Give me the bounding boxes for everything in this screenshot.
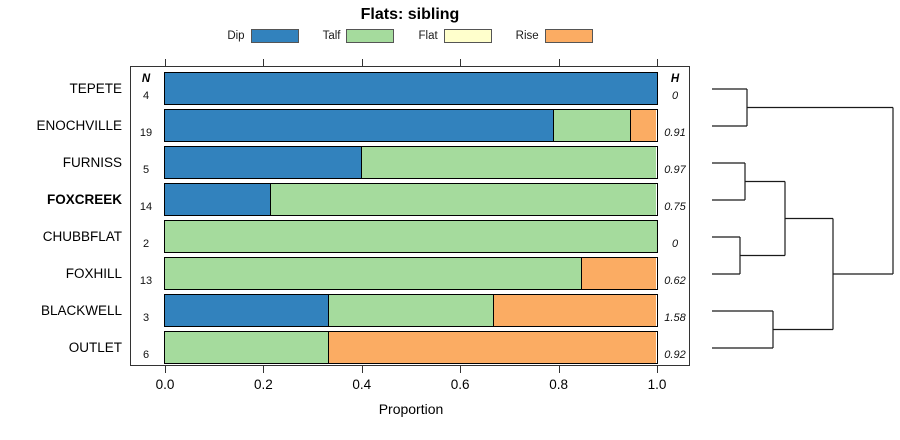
- h-value: 0: [671, 238, 679, 250]
- n-value: 2: [142, 238, 150, 250]
- bar-segment-talf: [269, 184, 657, 215]
- legend-swatch-dip: [250, 29, 299, 43]
- h-column-header: H: [670, 73, 680, 85]
- x-axis-top-tick: [263, 59, 265, 66]
- x-axis-tick-label: 1.0: [647, 377, 667, 392]
- x-axis-tick-label: 0.0: [155, 377, 175, 392]
- h-value: 0.97: [664, 164, 686, 176]
- bar-row-outlet: [163, 331, 658, 364]
- x-axis-top-tick: [558, 59, 560, 66]
- x-axis-top-tick: [361, 59, 363, 66]
- bar-segment-talf: [552, 110, 631, 141]
- legend-item-dip: Dip: [227, 29, 299, 43]
- h-value: 0.75: [664, 201, 686, 213]
- bar-segment-talf: [361, 147, 657, 178]
- x-axis-bottom-tick: [165, 366, 166, 373]
- row-label-enochville: ENOCHVILLE: [36, 118, 122, 133]
- bar-segment-dip: [164, 295, 329, 326]
- bar-row-furniss: [163, 146, 658, 179]
- bar-segment-dip: [164, 147, 362, 178]
- bar-segment-talf: [164, 258, 581, 289]
- bar-row-chubbflat: [163, 220, 658, 253]
- legend-label: Talf: [322, 30, 341, 42]
- legend-item-talf: Talf: [323, 29, 395, 43]
- bar-row-foxhill: [163, 257, 658, 290]
- bar-segment-talf: [164, 332, 329, 363]
- bar-segment-rise: [328, 332, 657, 363]
- bar-segment-rise: [630, 110, 657, 141]
- bar-segment-dip: [164, 73, 657, 104]
- n-value: 5: [142, 164, 150, 176]
- bar-row-tepete: [163, 72, 658, 105]
- x-axis-bottom-tick: [460, 366, 462, 373]
- legend-label: Dip: [227, 30, 245, 42]
- row-label-furniss: FURNISS: [62, 155, 122, 170]
- h-value: 0.62: [664, 275, 686, 287]
- n-value: 19: [139, 127, 153, 139]
- h-value: 0.92: [664, 349, 686, 361]
- legend-swatch-rise: [544, 29, 593, 43]
- n-column-header: N: [141, 73, 151, 85]
- bar-segment-rise: [492, 295, 657, 326]
- bar-segment-talf: [164, 221, 657, 252]
- bar-segment-talf: [328, 295, 493, 326]
- n-value: 4: [142, 90, 150, 102]
- x-axis-tick-label: 0.4: [352, 377, 372, 392]
- x-axis-bottom-tick: [657, 366, 658, 373]
- row-label-tepete: TEPETE: [69, 81, 122, 96]
- bar-segment-rise: [580, 258, 657, 289]
- bar-row-blackwell: [163, 294, 658, 327]
- x-axis-top-tick: [657, 59, 658, 66]
- x-axis-tick-label: 0.6: [450, 377, 470, 392]
- legend-item-flat: Flat: [418, 29, 492, 43]
- x-axis-bottom-tick: [263, 366, 265, 373]
- legend-label: Rise: [515, 30, 539, 42]
- legend: Dip Talf Flat Rise: [130, 27, 690, 45]
- row-label-chubbflat: CHUBBFLAT: [42, 229, 122, 244]
- x-axis-tick-label: 0.8: [549, 377, 568, 392]
- h-value: 0.91: [664, 127, 686, 139]
- h-value: 0: [671, 90, 679, 102]
- legend-item-rise: Rise: [516, 29, 593, 43]
- bar-row-enochville: [163, 109, 658, 142]
- row-label-blackwell: BLACKWELL: [40, 303, 122, 318]
- x-axis-top-tick: [460, 59, 462, 66]
- x-axis-bottom-tick: [361, 366, 363, 373]
- n-value: 13: [139, 275, 153, 287]
- x-axis-top-tick: [165, 59, 166, 66]
- bar-row-foxcreek: [163, 183, 658, 216]
- legend-swatch-flat: [443, 29, 492, 43]
- row-label-foxcreek: FOXCREEK: [46, 192, 122, 207]
- bar-segment-dip: [164, 184, 270, 215]
- h-value: 1.58: [664, 312, 686, 324]
- chart-title: Flats: sibling: [360, 6, 460, 23]
- n-value: 14: [139, 201, 153, 213]
- n-value: 3: [142, 312, 150, 324]
- n-value: 6: [142, 349, 150, 361]
- x-axis-bottom-tick: [558, 366, 560, 373]
- x-axis-tick-label: 0.2: [254, 377, 273, 392]
- bar-segment-dip: [164, 110, 553, 141]
- legend-label: Flat: [418, 30, 438, 42]
- legend-swatch-talf: [346, 29, 395, 43]
- row-label-outlet: OUTLET: [68, 340, 122, 355]
- row-label-foxhill: FOXHILL: [65, 266, 122, 281]
- x-axis-title: Proportion: [378, 401, 444, 417]
